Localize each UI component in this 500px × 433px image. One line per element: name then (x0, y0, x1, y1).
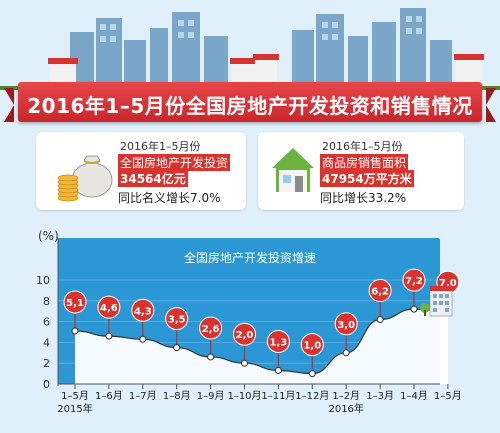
x-tick-label: 1–8月 (163, 390, 191, 402)
card-date: 2016年1–5月份 (322, 140, 403, 153)
year-label: 2015年 (57, 402, 92, 415)
card-metric-value: 47954万平方米 (320, 170, 414, 187)
card-growth: 同比增长33.2% (320, 191, 407, 205)
x-tick-label: 1–9月 (197, 390, 225, 402)
data-label: 4,6 (100, 303, 118, 314)
x-tick-label: 1–2月 (332, 390, 360, 402)
data-label-bubble (131, 298, 155, 322)
data-label-bubble (97, 295, 121, 319)
coin-stack-icon (57, 174, 79, 202)
data-label: 2,6 (202, 324, 220, 335)
data-point (410, 305, 418, 313)
y-axis-label: (%) (38, 229, 59, 243)
card-metric-value: 34564亿元 (118, 170, 188, 187)
data-label-bubble (199, 316, 223, 340)
y-tick-label: 10 (36, 274, 50, 287)
year-label: 2016年 (328, 402, 363, 415)
x-tick-label: 1–12月 (295, 390, 329, 402)
data-point (308, 370, 316, 378)
data-point (274, 366, 282, 374)
data-point (376, 316, 384, 324)
house-icon (272, 148, 314, 192)
banner-title: 2016年1–5月份全国房地产开发投资和销售情况 (27, 94, 473, 118)
building-icon (420, 286, 453, 317)
data-point (139, 335, 147, 343)
data-point (241, 359, 248, 367)
card-growth: 同比名义增长7.0% (118, 191, 221, 205)
investment-card: 2016年1–5月份 全国房地产开发投资 34564亿元 同比名义增长7.0% (36, 132, 246, 210)
data-label: 1,0 (303, 341, 321, 352)
data-label: 6,2 (371, 287, 389, 298)
y-tick-label: 0 (43, 378, 50, 391)
y-tick-label: 8 (43, 295, 50, 308)
data-label-bubble (266, 329, 290, 353)
data-label-bubble (368, 279, 392, 303)
y-tick-label: 6 (43, 316, 50, 329)
data-point (207, 353, 215, 361)
card-metric-name: 商品房销售面积 (320, 154, 409, 171)
data-label: 5,1 (66, 298, 84, 309)
data-label: 7,2 (405, 276, 423, 287)
data-label-bubble (300, 333, 324, 357)
x-tick-label: 1–5月 (61, 390, 89, 402)
data-label: 3,5 (168, 315, 186, 326)
data-label-bubble (334, 312, 358, 336)
data-label-bubble (63, 290, 87, 314)
x-tick-label: 1–4月 (400, 390, 428, 402)
chart-title: 全国房地产开发投资增速 (183, 251, 316, 265)
data-label-bubble (165, 307, 189, 331)
data-point (71, 327, 79, 335)
series-area (75, 309, 448, 384)
x-tick-label: 1–10月 (227, 390, 261, 402)
data-point (342, 349, 350, 357)
y-tick-label: 4 (43, 336, 50, 349)
x-tick-label: 1–6月 (95, 390, 123, 402)
data-label: 2,0 (236, 330, 254, 341)
card-date: 2016年1–5月份 (120, 140, 201, 153)
data-label: 3,0 (337, 320, 355, 331)
money-bag-icon (71, 155, 113, 198)
title-banner: 2016年1–5月份全国房地产开发投资和销售情况 (4, 82, 496, 122)
x-tick-label: 1–11月 (261, 390, 295, 402)
data-label: 7,0 (439, 278, 457, 289)
data-label-bubble (233, 322, 256, 346)
y-tick-label: 2 (43, 357, 50, 370)
data-label: 4,3 (134, 306, 152, 317)
card-metric-name: 全国房地产开发投资 (118, 154, 231, 171)
x-tick-label: 1–3月 (366, 390, 394, 402)
data-label: 1,3 (270, 337, 288, 348)
x-tick-label: 1–7月 (129, 390, 157, 402)
x-tick-label: 1–5月 (434, 390, 462, 402)
data-point (105, 332, 113, 340)
sales-card: 2016年1–5月份 商品房销售面积 47954万平方米 同比增长33.2% (258, 132, 464, 210)
data-label-bubble (402, 268, 426, 292)
data-point (173, 344, 181, 352)
